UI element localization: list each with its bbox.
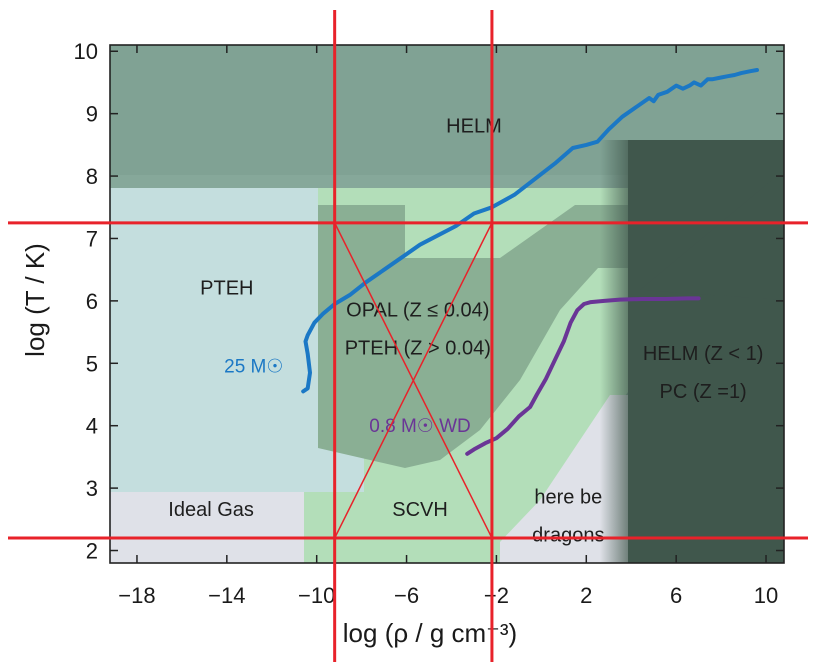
region-label-line: HELM (Z < 1) xyxy=(643,343,764,365)
x-tick-label: 6 xyxy=(670,583,682,608)
red-overlay xyxy=(8,10,808,662)
region-opal xyxy=(318,205,628,468)
y-tick-label: 2 xyxy=(86,539,98,564)
y-tick-label: 10 xyxy=(74,39,98,64)
region-labels: HELM PTEH OPAL (Z ≤ 0.04) PTEH (Z > 0.04) HE… xyxy=(168,115,763,546)
ticks-layer: −18 −14 −10 −6 −2 2 6 10 2 3 4 5 6 7 8 9 10 xyxy=(74,39,784,608)
region-scvh xyxy=(304,492,504,563)
x-tick-label: −6 xyxy=(394,583,419,608)
x-axis-title: log (ρ / g cm⁻³) xyxy=(343,618,517,648)
region-label-line: PTEH (Z > 0.04) xyxy=(345,337,491,359)
region-pteh xyxy=(110,188,364,492)
overlay-cross-line xyxy=(333,222,493,539)
region-dragons xyxy=(500,395,628,563)
x-tick-label: −14 xyxy=(208,583,245,608)
x-tick-label: −2 xyxy=(484,583,509,608)
x-tick-label: 2 xyxy=(580,583,592,608)
y-axis-title: log (T / K) xyxy=(20,243,50,357)
region-ideal-gas xyxy=(110,492,304,563)
y-tick-label: 3 xyxy=(86,476,98,501)
y-tick-label: 4 xyxy=(86,414,98,439)
series-line xyxy=(465,296,701,456)
eos-regions xyxy=(110,45,784,563)
x-tick-label: −10 xyxy=(298,583,335,608)
region-label: Ideal Gas xyxy=(168,499,254,521)
series-annotation: 25 M☉ xyxy=(224,357,283,378)
y-tick-label: 5 xyxy=(86,351,98,376)
series-annotation: 0.8 M☉ WD xyxy=(369,416,471,437)
x-tick-label: 10 xyxy=(754,583,778,608)
region-label-line: OPAL (Z ≤ 0.04) xyxy=(346,299,489,321)
series-line xyxy=(301,68,759,394)
region-corner-dark xyxy=(640,170,784,300)
region-label-line: dragons xyxy=(532,525,604,547)
x-tick-label: −18 xyxy=(118,583,155,608)
series-layer xyxy=(301,68,759,456)
region-label: HELM xyxy=(446,115,502,137)
y-tick-label: 9 xyxy=(86,102,98,127)
y-tick-label: 7 xyxy=(86,226,98,251)
region-label: PTEH xyxy=(200,278,253,300)
region-helm-pc-fade xyxy=(600,140,640,563)
region-label-line: here be xyxy=(534,487,602,509)
region-label: SCVH xyxy=(392,499,448,521)
region-label-line: PC (Z =1) xyxy=(659,381,746,403)
y-tick-label: 6 xyxy=(86,289,98,314)
plot-frame xyxy=(109,44,785,564)
annotations: 25 M☉ 0.8 M☉ WD xyxy=(224,357,471,437)
y-tick-label: 8 xyxy=(86,164,98,189)
